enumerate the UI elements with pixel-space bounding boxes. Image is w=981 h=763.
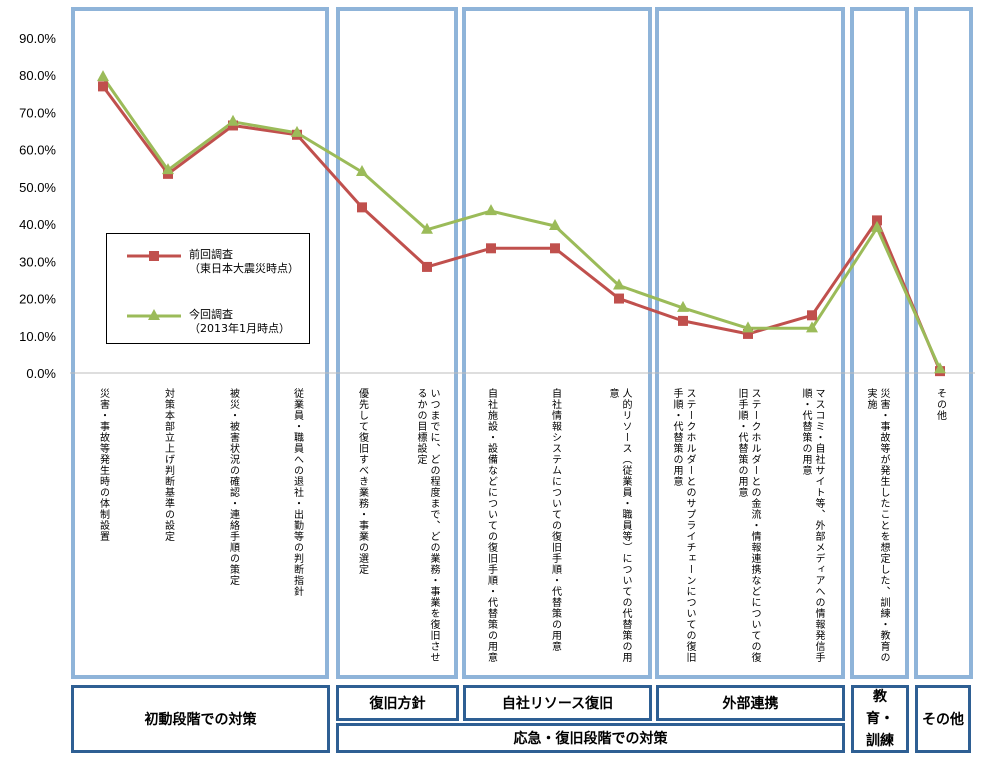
point-previous <box>807 310 817 321</box>
legend-swatch-previous <box>127 251 181 261</box>
y-axis: 0.0% 10.0% 20.0% 30.0% 40.0% 50.0% 60.0% 70.0% 8… <box>19 31 975 381</box>
group-frame-0 <box>71 7 329 679</box>
category-label: 災害・事故等が発生したことを想定した、訓練・教育の実施 <box>865 388 889 663</box>
series-lines <box>101 76 942 372</box>
y-tick-label: 80.0% <box>19 68 56 83</box>
group-other: その他 <box>915 685 971 753</box>
y-tick-label: 10.0% <box>19 329 56 344</box>
category-label: 自社情報システムについての復旧手順・代替策の用意 <box>549 388 561 652</box>
category-label: 人的リソース（従業員・職員等）についての代替策の用意 <box>607 388 631 663</box>
category-label: 優先して復旧すべき業務・事業の選定 <box>356 388 368 575</box>
y-tick-label: 50.0% <box>19 180 56 195</box>
group-frame-5 <box>914 7 973 679</box>
category-label: いつまでに、どの程度まで、どの業務・事業を復旧させるかの目標設定 <box>415 388 439 663</box>
group-internal-resources: 自社リソース復旧 <box>463 685 652 721</box>
point-previous <box>550 243 560 254</box>
point-previous <box>486 243 496 254</box>
y-tick-label: 70.0% <box>19 105 56 120</box>
point-previous <box>678 315 688 326</box>
group-external-coordination: 外部連携 <box>656 685 845 721</box>
series-markers <box>97 70 946 377</box>
point-current <box>871 220 883 232</box>
group-recovery-policy: 復旧方針 <box>336 685 459 721</box>
y-tick-label: 0.0% <box>26 366 56 381</box>
group-initial-response: 初動段階での対策 <box>71 685 330 753</box>
group-education-training: 教育・訓練 <box>851 685 909 753</box>
point-current <box>806 321 818 333</box>
point-current <box>162 163 174 175</box>
point-current <box>97 70 109 82</box>
y-tick-label: 90.0% <box>19 31 56 46</box>
point-current <box>677 300 689 312</box>
legend: 前回調査 （東日本大震災時点） 今回調査 （2013年1月時点） <box>106 233 310 344</box>
group-frame-2 <box>462 7 652 679</box>
group-frame-4 <box>850 7 909 679</box>
category-label: 対策本部立上げ判断基準の設定 <box>162 388 174 542</box>
y-tick-label: 20.0% <box>19 292 56 307</box>
point-current <box>356 165 368 176</box>
point-current <box>421 222 433 234</box>
point-current <box>613 278 625 290</box>
category-label: 自社施設・設備などについての復旧手順・代替策の用意 <box>485 388 497 663</box>
point-previous <box>614 293 624 304</box>
y-tick-label: 30.0% <box>19 254 56 269</box>
group-frames <box>71 7 973 679</box>
point-current <box>549 218 561 230</box>
point-previous <box>743 328 753 339</box>
point-current <box>742 321 754 333</box>
legend-sub-current: （2013年1月時点） <box>189 322 290 335</box>
category-label: ステークホルダーとのサプライチェーンについての復旧手順・代替策の用意 <box>671 388 695 663</box>
legend-label-previous: 前回調査 <box>189 248 233 261</box>
point-current <box>934 362 946 374</box>
point-current <box>227 114 239 126</box>
category-label: マスコミ・自社サイト等、外部メディアへの情報発信手順・代替策の用意 <box>800 388 824 663</box>
legend-label-current: 今回調査 <box>189 308 233 321</box>
point-previous <box>98 81 108 92</box>
category-label: ステークホルダーとの金流・情報連携などについての復旧手順・代替策の用意 <box>736 388 760 663</box>
group-frame-1 <box>336 7 458 679</box>
category-label: 災害・事故等発生時の体制設置 <box>97 388 109 542</box>
group-emergency-recovery: 応急・復旧段階での対策 <box>336 723 845 753</box>
legend-sub-previous: （東日本大震災時点） <box>189 262 299 275</box>
category-label: 被災・被害状況の確認・連絡手順の策定 <box>227 388 239 586</box>
point-current <box>291 125 303 137</box>
series-line-0 <box>101 85 942 372</box>
group-frame-3 <box>655 7 845 679</box>
point-current <box>485 204 497 216</box>
series-line-1 <box>101 76 942 370</box>
y-tick-label: 40.0% <box>19 217 56 232</box>
legend-swatch-current <box>127 309 181 320</box>
category-label: その他 <box>934 388 946 421</box>
point-previous <box>872 215 882 226</box>
point-previous <box>357 202 367 213</box>
category-label: 従業員・職員への退社・出勤等の判断指針 <box>291 388 303 597</box>
y-tick-label: 60.0% <box>19 143 56 158</box>
point-previous <box>422 261 432 272</box>
